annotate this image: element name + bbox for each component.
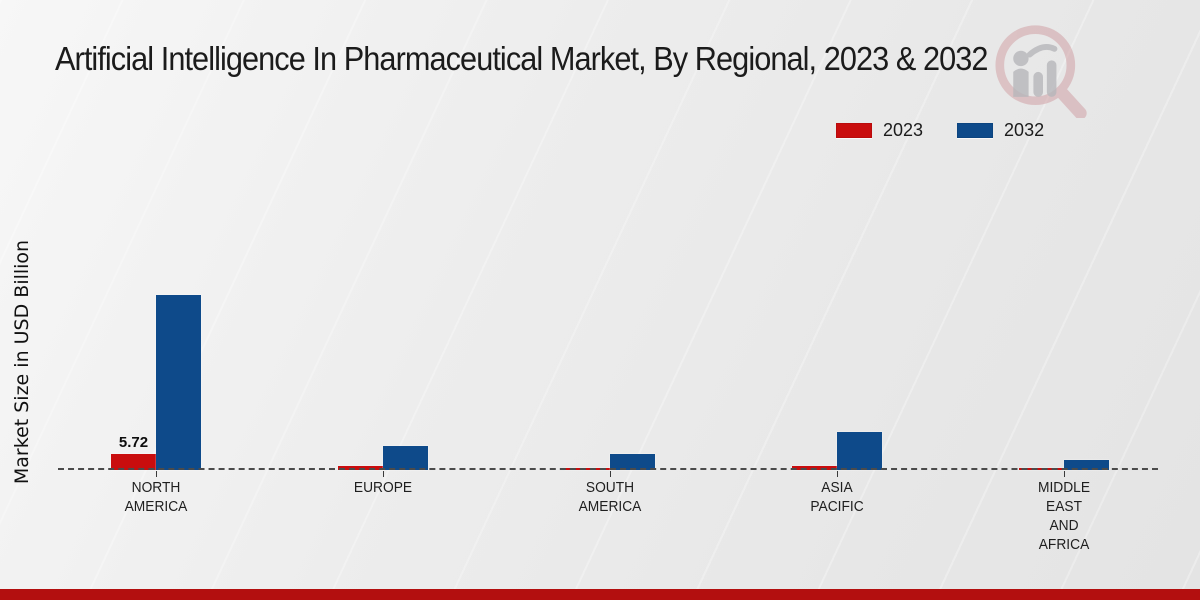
category-label-europe: EUROPE — [353, 480, 413, 496]
legend-swatch — [836, 123, 872, 138]
footer-accent-bar — [0, 589, 1200, 600]
legend-label: 2032 — [1004, 120, 1045, 140]
category-tick — [156, 471, 157, 477]
legend-item-2032: 2032 — [957, 120, 1044, 141]
legend-item-2023: 2023 — [836, 120, 923, 141]
category-tick — [610, 471, 611, 477]
category-tick — [383, 471, 384, 477]
bar-2032-middle-east-and-africa — [1064, 460, 1109, 470]
category-tick — [837, 471, 838, 477]
category-label-north-america: NORTH AMERICA — [124, 480, 188, 515]
bar-2023-north-america — [111, 453, 156, 470]
magnifier-bar-chart-watermark-icon — [995, 25, 1087, 118]
bar-2032-europe — [383, 445, 428, 470]
legend-swatch — [957, 123, 994, 138]
bar-2032-south-america — [610, 454, 655, 470]
category-label-south-america: SOUTH AMERICA — [578, 480, 642, 515]
category-label-asia-pacific: ASIA PACIFIC — [810, 480, 864, 515]
legend-label: 2023 — [883, 120, 924, 140]
zero-baseline — [58, 468, 1158, 470]
bar-2032-asia-pacific — [837, 432, 882, 470]
legend: 2023 2032 — [836, 120, 1044, 141]
category-tick — [1064, 471, 1065, 477]
bar-value-label: 5.72 — [118, 433, 149, 451]
bar-2032-north-america — [156, 295, 201, 470]
chart-title: Artificial Intelligence In Pharmaceutica… — [55, 40, 988, 77]
category-label-middle-east-and-africa: MIDDLE EAST AND AFRICA — [1037, 480, 1091, 553]
